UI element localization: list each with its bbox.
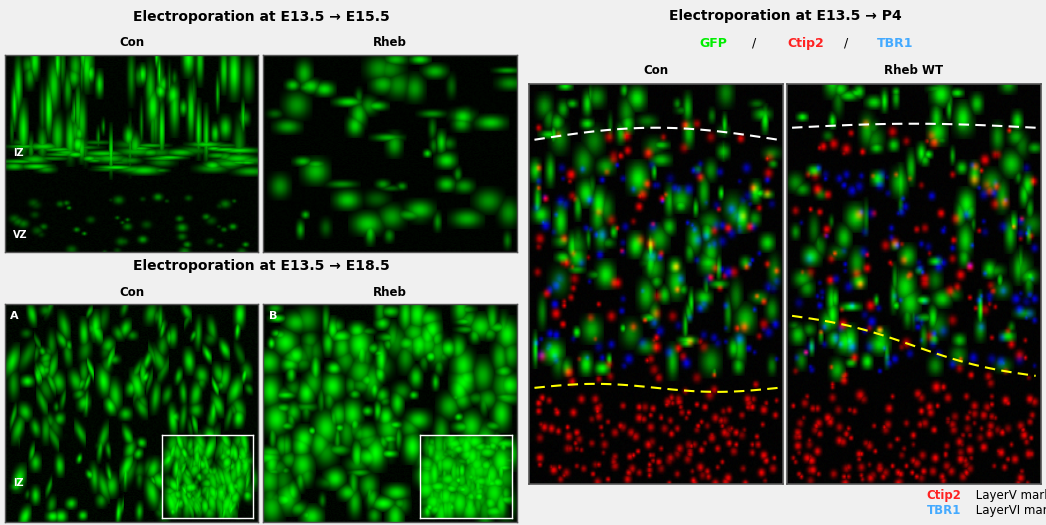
Text: TBR1: TBR1 [927, 503, 961, 517]
Text: Con: Con [119, 286, 144, 299]
Text: VZ: VZ [13, 230, 27, 240]
Text: Con: Con [643, 64, 668, 77]
Text: /: / [840, 37, 852, 50]
Text: Electroporation at E13.5 → P4: Electroporation at E13.5 → P4 [668, 9, 902, 23]
Text: TBR1: TBR1 [877, 37, 913, 50]
Text: A: A [10, 311, 19, 321]
Text: IZ: IZ [13, 478, 23, 488]
Text: Ctip2: Ctip2 [788, 37, 824, 50]
Text: Con: Con [119, 36, 144, 49]
Text: Electroporation at E13.5 → E15.5: Electroporation at E13.5 → E15.5 [133, 10, 389, 24]
Text: LayerVI marker: LayerVI marker [972, 503, 1046, 517]
Text: GFP: GFP [700, 37, 727, 50]
Text: Rheb: Rheb [373, 286, 407, 299]
Text: LayerV marker: LayerV marker [972, 489, 1046, 502]
Text: /: / [748, 37, 760, 50]
Text: B: B [269, 311, 277, 321]
Text: Ctip2: Ctip2 [927, 489, 961, 502]
Text: Rheb WT: Rheb WT [884, 64, 943, 77]
Text: Electroporation at E13.5 → E18.5: Electroporation at E13.5 → E18.5 [133, 259, 389, 274]
Text: IZ: IZ [13, 149, 23, 159]
Text: Rheb: Rheb [373, 36, 407, 49]
